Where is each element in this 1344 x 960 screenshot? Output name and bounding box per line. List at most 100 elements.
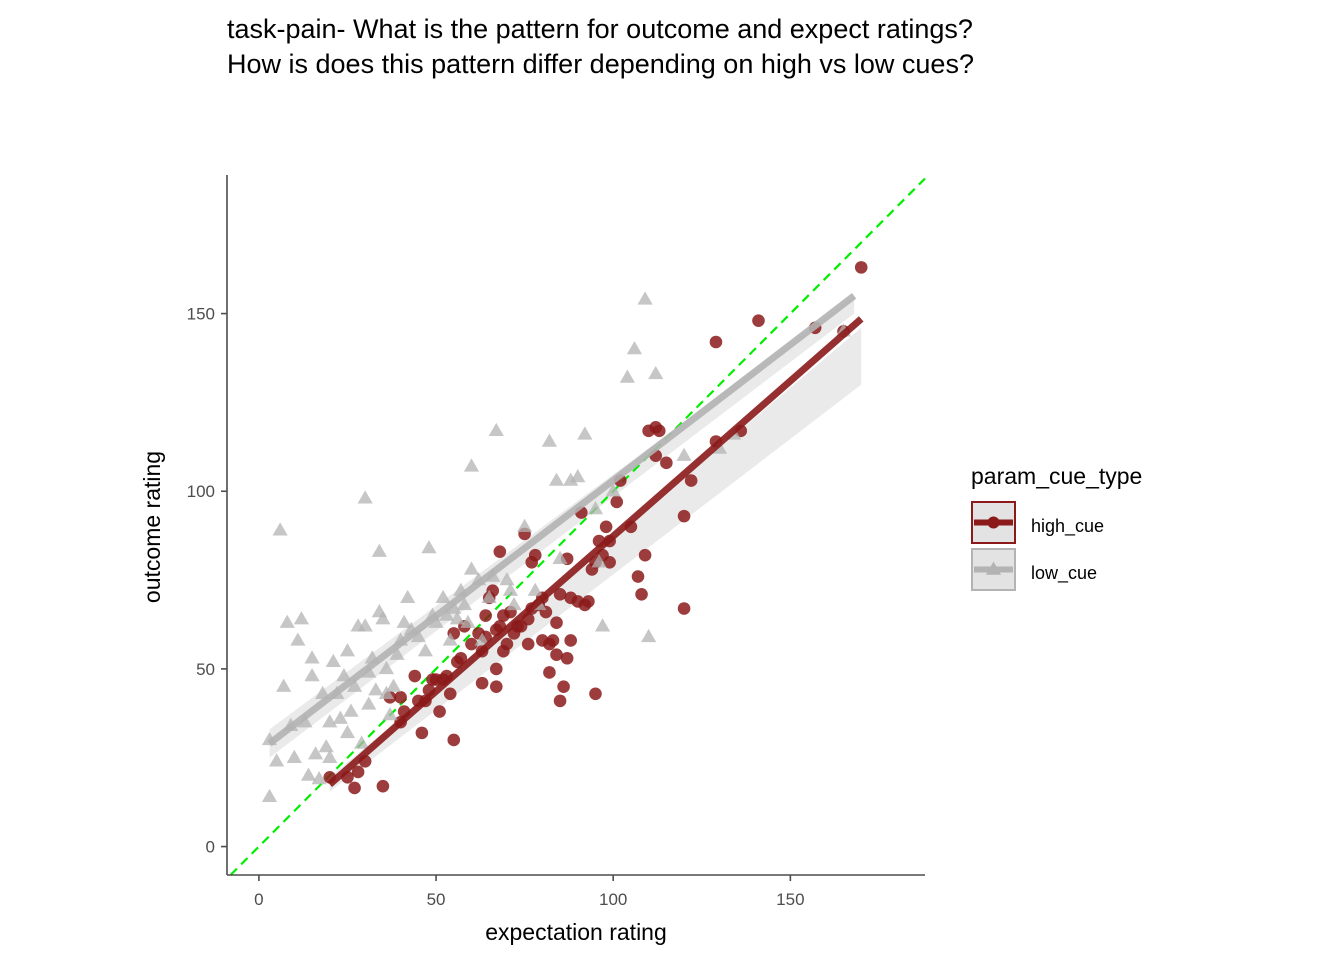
point-high-cue [635, 587, 648, 601]
point-low-cue [446, 600, 462, 614]
point-low-cue [587, 501, 604, 515]
point-low-cue [279, 614, 295, 628]
point-high-cue [589, 687, 602, 701]
point-low-cue [641, 628, 657, 643]
y-tick-label: 100 [187, 482, 215, 501]
point-low-cue [563, 472, 579, 486]
point-high-cue [447, 733, 461, 747]
point-low-cue [410, 628, 426, 643]
y-axis-title: outcome rating [139, 451, 165, 603]
chart-title-line-1: task-pain- What is the pattern for outco… [227, 14, 973, 44]
point-high-cue [677, 602, 691, 615]
point-low-cue [300, 767, 317, 781]
point-high-cue [599, 520, 613, 534]
regression-lines [267, 293, 864, 788]
point-high-cue [465, 637, 478, 651]
point-low-cue [570, 469, 586, 483]
point-low-cue [354, 735, 370, 749]
point-low-cue [378, 685, 395, 699]
point-low-cue [286, 749, 302, 763]
point-high-cue [553, 694, 567, 708]
point-high-cue [854, 261, 868, 274]
point-low-cue [463, 561, 480, 575]
point-low-cue [499, 572, 515, 586]
point-low-cue [378, 660, 395, 675]
point-high-cue [638, 548, 652, 562]
point-high-cue [564, 634, 577, 647]
point-low-cue [325, 653, 341, 668]
legend-title: param_cue_type [971, 463, 1142, 489]
point-low-cue [421, 540, 437, 554]
point-low-cue [293, 611, 310, 625]
point-low-cue [311, 771, 327, 785]
point-low-cue [474, 632, 490, 646]
point-low-cue [307, 746, 324, 760]
point-low-cue [577, 426, 593, 440]
point-high-cue [752, 314, 765, 327]
point-low-cue [290, 632, 306, 646]
point-high-cue [709, 335, 723, 349]
point-high-cue [631, 570, 645, 583]
identity-line-layer [229, 177, 926, 876]
x-axis-title: expectation rating [485, 919, 667, 945]
point-low-cue [449, 611, 465, 625]
point-low-cue [626, 341, 643, 355]
point-high-cue [454, 651, 468, 665]
chart-title-line-2: How is does this pattern differ dependin… [227, 49, 974, 79]
point-high-cue [489, 662, 503, 676]
point-high-cue [528, 548, 542, 562]
legend: param_cue_type high_cue low_cue [971, 463, 1142, 591]
x-tick-label: 100 [599, 890, 627, 909]
y-tick-label: 50 [196, 660, 215, 679]
point-low-cue [396, 614, 412, 628]
point-high-cue [603, 556, 616, 569]
x-tick-label: 0 [254, 890, 263, 909]
point-low-cue [439, 607, 455, 621]
point-low-cue [502, 582, 519, 596]
point-high-cue [610, 495, 624, 509]
point-high-cue [553, 587, 567, 601]
point-high-cue [433, 705, 446, 718]
point-low-cue [368, 682, 384, 696]
point-low-cue [304, 650, 320, 664]
point-low-cue [389, 646, 405, 660]
x-tick-label: 50 [427, 890, 446, 909]
point-low-cue [428, 614, 444, 628]
point-high-cue [557, 680, 570, 693]
point-low-cue [456, 596, 472, 611]
point-low-cue [541, 433, 558, 447]
point-low-cue [442, 632, 458, 646]
point-high-cue [479, 609, 492, 622]
point-high-cue [348, 781, 361, 795]
point-high-cue [394, 691, 407, 704]
point-low-cue [460, 614, 476, 628]
point-low-cue [488, 422, 504, 437]
point-high-cue [376, 779, 390, 793]
point-high-cue [415, 726, 429, 740]
point-high-cue [660, 456, 673, 470]
point-high-cue [500, 637, 514, 651]
point-low-cue [361, 696, 377, 710]
point-low-cue [637, 291, 653, 305]
point-low-cue [336, 668, 352, 682]
point-low-cue [605, 483, 621, 497]
legend-key-marker-high-cue [987, 516, 1000, 529]
point-low-cue [552, 550, 568, 564]
point-low-cue [297, 714, 313, 728]
point-high-cue [582, 595, 595, 608]
point-low-cue [357, 490, 373, 504]
y-tick-label: 0 [206, 838, 215, 857]
point-low-cue [619, 369, 635, 383]
point-high-cue [475, 676, 489, 690]
fit-line-low-cue [267, 293, 857, 747]
point-low-cue [339, 724, 356, 739]
point-low-cue [276, 678, 292, 692]
point-high-cue [521, 637, 535, 651]
point-low-cue [648, 365, 664, 380]
legend-label-high-cue: high_cue [1031, 516, 1104, 537]
point-low-cue [594, 618, 611, 632]
point-low-cue [375, 611, 391, 625]
point-low-cue [463, 458, 480, 472]
fit-line-high-cue [327, 316, 864, 788]
